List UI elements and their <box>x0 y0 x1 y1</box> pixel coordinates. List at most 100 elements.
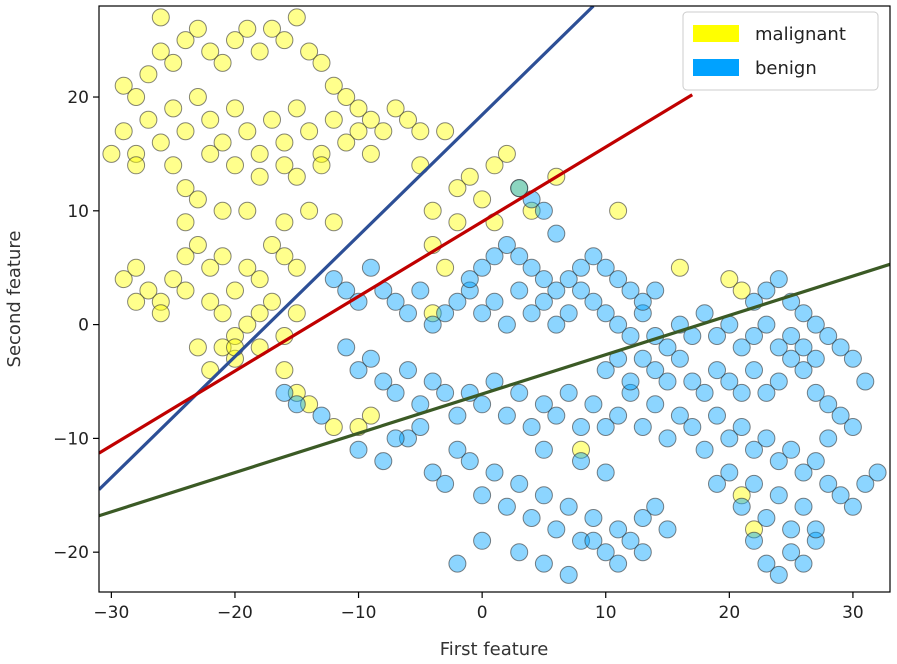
benign-point-84 <box>436 474 455 493</box>
malignant-point-44 <box>337 133 356 152</box>
malignant-point-74 <box>238 258 257 277</box>
malignant-point-69 <box>176 247 195 266</box>
benign-point-69 <box>695 440 714 459</box>
benign-point-30 <box>695 304 714 323</box>
malignant-point-81 <box>176 281 195 300</box>
malignant-point-116 <box>670 258 689 277</box>
benign-point-100 <box>646 497 665 516</box>
benign-point-176 <box>819 327 838 345</box>
benign-point-75 <box>769 452 788 471</box>
legend-label-benign: benign <box>755 58 817 79</box>
benign-point-107 <box>782 520 801 539</box>
x-tick-label: 10 <box>595 603 617 623</box>
benign-point-182 <box>312 406 331 425</box>
benign-point-131 <box>646 361 665 380</box>
malignant-point-89 <box>287 304 306 323</box>
malignant-point-62 <box>300 201 319 220</box>
benign-point-35 <box>757 315 776 334</box>
benign-point-148 <box>794 554 813 573</box>
benign-point-57 <box>547 406 566 425</box>
malignant-point-63 <box>324 213 343 232</box>
malignant-point-51 <box>226 156 244 175</box>
malignant-point-49 <box>164 156 183 175</box>
benign-point-172 <box>769 270 788 289</box>
benign-point-53 <box>497 406 516 425</box>
malignant-point-77 <box>275 247 294 266</box>
benign-point-92 <box>547 520 566 539</box>
malignant-point-71 <box>201 258 220 277</box>
benign-point-70 <box>708 406 726 425</box>
benign-point-189 <box>708 474 726 493</box>
malignant-point-2 <box>127 88 146 106</box>
benign-point-64 <box>633 418 652 436</box>
benign-point-104 <box>745 474 763 493</box>
malignant-point-15 <box>287 8 306 27</box>
benign-point-183 <box>386 429 405 448</box>
benign-point-157 <box>460 270 479 289</box>
x-tick-label: 20 <box>719 603 741 623</box>
benign-point-93 <box>559 497 578 516</box>
benign-point-17 <box>534 292 553 311</box>
benign-point-129 <box>670 349 689 368</box>
benign-point-162 <box>559 270 578 289</box>
malignant-point-102 <box>436 258 455 277</box>
malignant-point-1 <box>114 76 133 95</box>
malignant-point-112 <box>448 213 467 232</box>
malignant-point-104 <box>460 167 479 186</box>
benign-point-37 <box>782 327 801 345</box>
malignant-point-68 <box>164 270 183 289</box>
benign-point-27 <box>658 338 677 357</box>
benign-point-94 <box>572 531 590 550</box>
benign-point-114 <box>868 463 887 482</box>
benign-point-98 <box>621 531 640 550</box>
decision-line-1 <box>99 93 694 455</box>
malignant-point-33 <box>201 110 220 129</box>
benign-point-54 <box>510 383 529 402</box>
benign-point-90 <box>522 509 541 527</box>
benign-point-125 <box>720 372 739 391</box>
benign-point-43 <box>374 372 393 391</box>
malignant-point-76 <box>263 236 281 254</box>
benign-point-8 <box>423 315 442 334</box>
malignant-point-82 <box>201 292 220 311</box>
benign-point-188 <box>596 463 615 482</box>
benign-point-45 <box>399 361 417 380</box>
benign-point-39 <box>806 349 825 368</box>
y-tick-label: −10 <box>53 429 89 449</box>
benign-point-130 <box>658 372 677 391</box>
malignant-point-117 <box>720 270 739 289</box>
benign-point-119 <box>794 361 813 380</box>
benign-point-126 <box>708 361 726 380</box>
decision-line-0 <box>99 6 595 491</box>
malignant-point-55 <box>312 156 331 175</box>
malignant-point-105 <box>473 190 492 209</box>
x-tick-label: −10 <box>341 603 377 623</box>
benign-point-113 <box>856 474 875 493</box>
malignant-point-24 <box>399 110 417 129</box>
benign-point-175 <box>806 315 825 334</box>
malignant-point-65 <box>127 258 146 277</box>
malignant-point-85 <box>238 315 257 334</box>
legend: malignant benign <box>682 11 879 91</box>
benign-point-85 <box>460 452 479 471</box>
malignant-point-66 <box>139 281 158 300</box>
malignant-point-59 <box>213 201 232 220</box>
benign-point-62 <box>609 406 628 425</box>
benign-point-187 <box>572 452 590 471</box>
malignant-point-52 <box>250 167 269 186</box>
benign-point-1 <box>337 281 356 300</box>
malignant-point-12 <box>250 42 269 61</box>
y-tick-label: 10 <box>67 202 89 222</box>
legend-label-malignant: malignant <box>755 24 846 45</box>
malignant-point-106 <box>485 156 504 175</box>
malignant-point-9 <box>213 53 232 72</box>
benign-point-184 <box>411 418 430 436</box>
y-axis-label: Second feature <box>4 231 25 368</box>
malignant-point-50 <box>201 144 220 163</box>
benign-point-178 <box>843 349 862 368</box>
benign-point-51 <box>473 395 492 414</box>
x-tick-label: −20 <box>217 603 253 623</box>
benign-point-18 <box>547 315 566 334</box>
benign-point-169 <box>646 281 665 300</box>
